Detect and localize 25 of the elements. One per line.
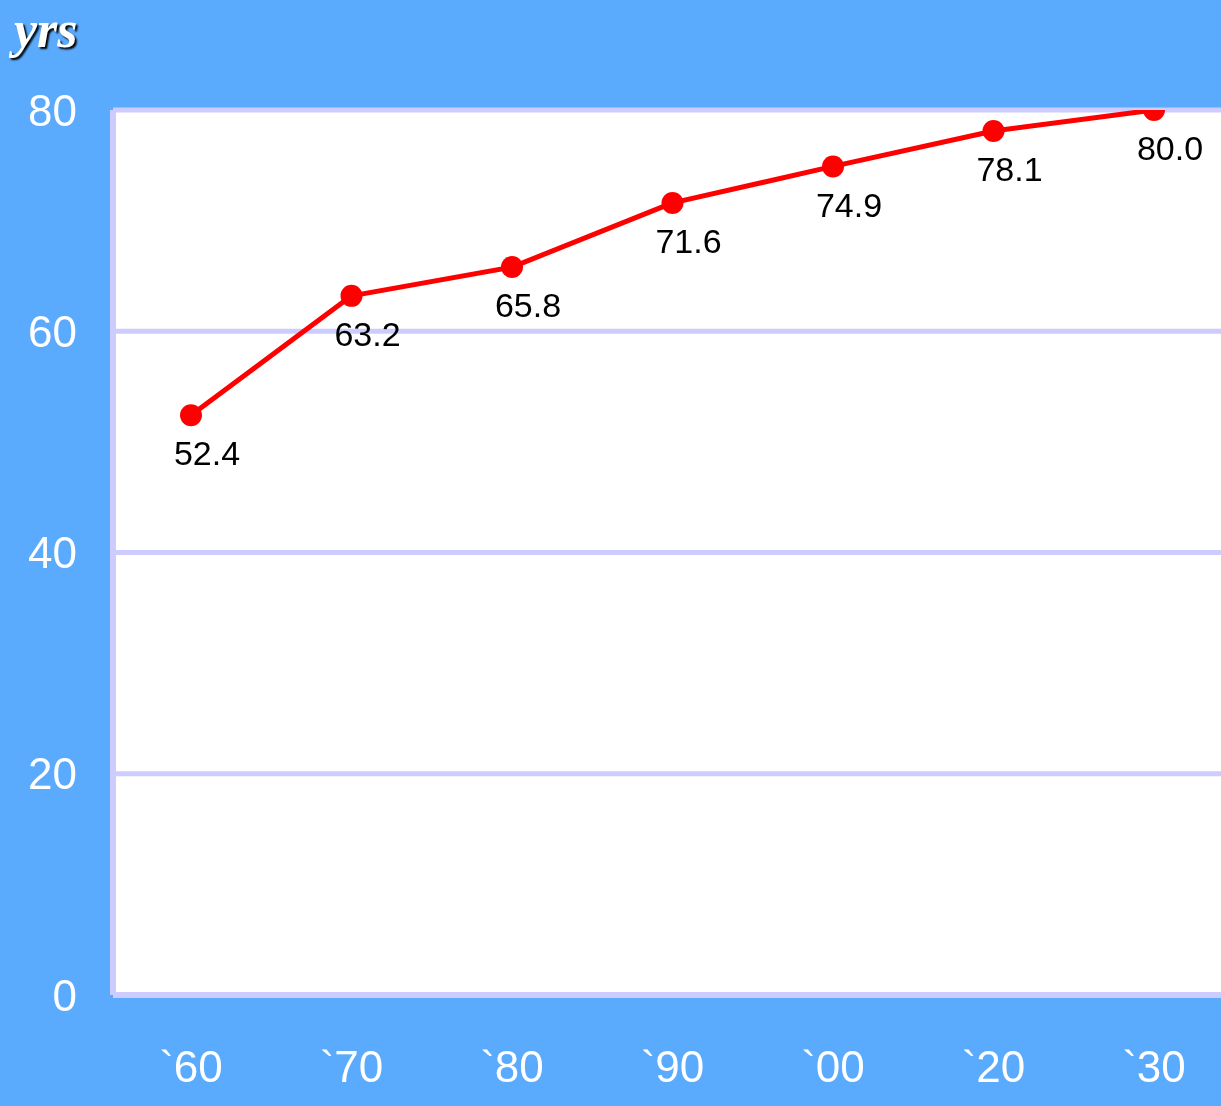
data-label: 71.6: [655, 222, 722, 261]
x-tick-label: `80: [480, 1042, 544, 1092]
data-label: 74.9: [815, 185, 883, 224]
x-tick-label: `70: [319, 1042, 384, 1092]
point: [982, 120, 1005, 143]
point: [822, 155, 844, 178]
point: [661, 191, 684, 214]
x-tick-label: `20: [961, 1042, 1026, 1092]
y-tick-label: 20: [28, 749, 77, 799]
data-label: 63.2: [334, 314, 401, 353]
point: [340, 284, 363, 307]
data-label: 78.1: [976, 150, 1043, 189]
data-label: 65.8: [494, 286, 562, 325]
y-tick-label: 40: [28, 528, 77, 578]
x-tick-label: `00: [801, 1042, 865, 1092]
y-tick-label: 0: [52, 970, 77, 1020]
y-tick-label: 60: [28, 306, 77, 356]
point: [501, 256, 523, 279]
point: [180, 404, 202, 427]
y-tick-label: 80: [28, 85, 77, 135]
data-label: 52.4: [173, 434, 241, 473]
x-tick-label: `90: [640, 1042, 705, 1092]
x-tick-label: `30: [1122, 1042, 1186, 1092]
x-tick-label: `60: [159, 1042, 223, 1092]
data-label: 80.0: [1136, 129, 1204, 168]
